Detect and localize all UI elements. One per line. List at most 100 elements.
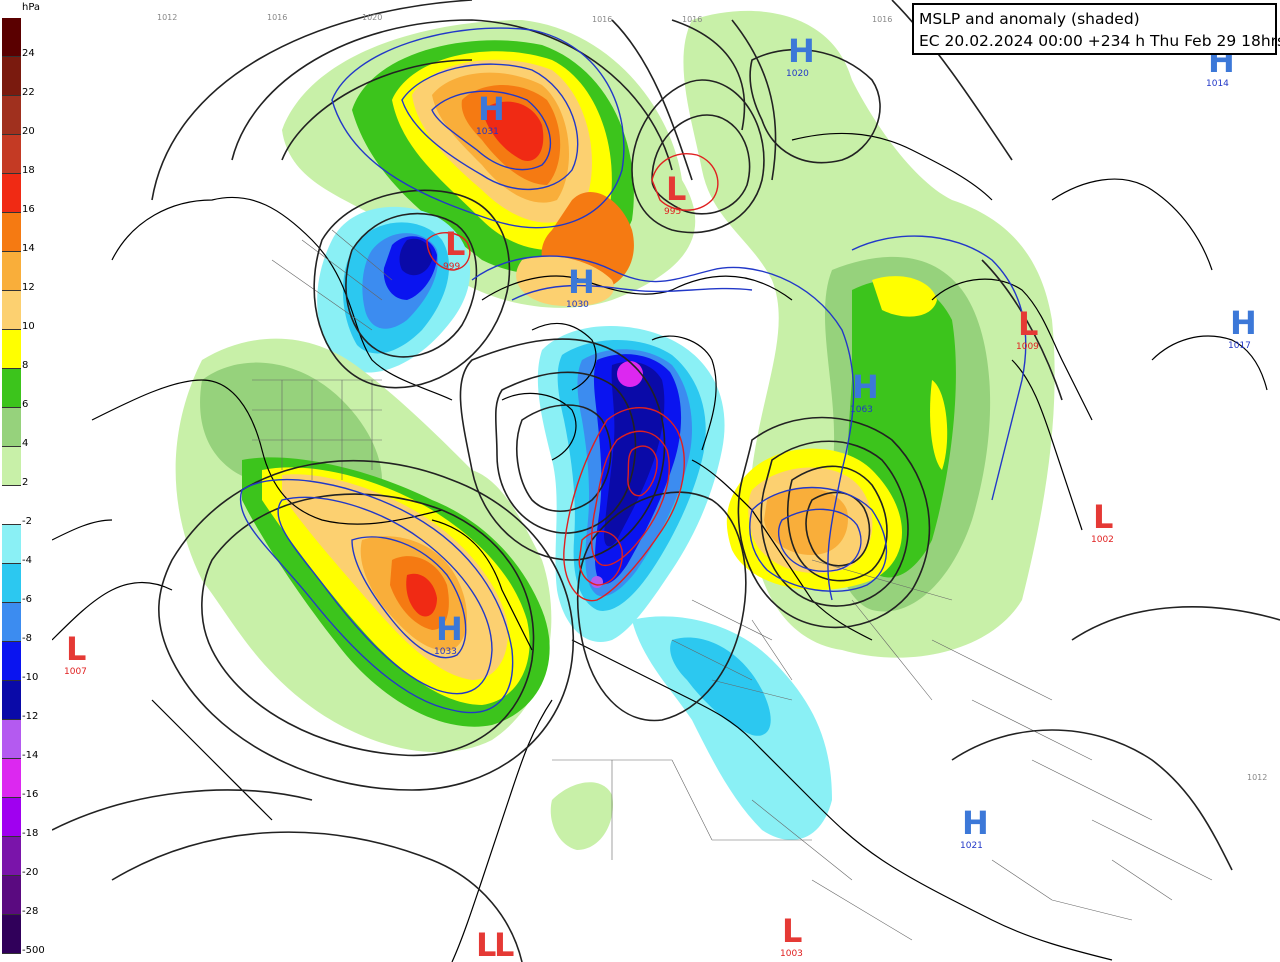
isobar-label: 1016 <box>872 15 892 24</box>
legend-row: -20 <box>0 837 52 878</box>
map-title-box: MSLP and anomaly (shaded) EC 20.02.2024 … <box>912 3 1280 55</box>
legend-label: -500 <box>22 945 45 956</box>
high-pressure-marker: H <box>478 90 505 128</box>
legend-swatch <box>2 525 21 564</box>
isobar-label: 1016 <box>682 15 702 24</box>
legend-swatch <box>2 57 21 96</box>
legend-swatch <box>2 642 21 681</box>
isobar-label: 1012 <box>1247 773 1267 782</box>
legend-label: -28 <box>22 906 39 917</box>
legend-label: 22 <box>22 87 35 98</box>
legend-row: -4 <box>0 525 52 566</box>
legend-swatch <box>2 603 21 642</box>
isobars <box>52 0 1280 962</box>
legend-row: -14 <box>0 720 52 761</box>
legend-row: -6 <box>0 564 52 605</box>
high-pressure-marker: H <box>852 368 879 406</box>
legend-row: 20 <box>0 96 52 137</box>
mslp-map: 1012 1016 1020 1016 1016 1016 1012 H1031… <box>52 0 1280 962</box>
legend-swatch <box>2 720 21 759</box>
high-pressure-marker: H <box>568 263 595 301</box>
legend-swatch <box>2 876 21 915</box>
legend-swatch <box>2 291 21 330</box>
low-pressure-marker: L <box>1018 305 1038 343</box>
low-pressure-marker: L <box>445 225 465 263</box>
pressure-value: 1020 <box>786 69 809 79</box>
legend-swatch <box>2 759 21 798</box>
legend-swatch <box>2 135 21 174</box>
high-pressure-marker: H <box>1230 304 1257 342</box>
legend-swatch <box>2 252 21 291</box>
pressure-value: 1007 <box>64 667 87 677</box>
isobar-label: 1016 <box>592 15 612 24</box>
legend-label: 12 <box>22 282 35 293</box>
legend-label: -14 <box>22 750 39 761</box>
legend-label: -20 <box>22 867 39 878</box>
legend-row: 10 <box>0 291 52 332</box>
legend-row: 16 <box>0 174 52 215</box>
low-pressure-marker: L <box>66 630 86 668</box>
legend-label: -2 <box>22 516 32 527</box>
legend-label: 16 <box>22 204 35 215</box>
pressure-value: 1021 <box>960 841 983 851</box>
legend-unit: hPa <box>22 2 41 13</box>
pressure-value: 1030 <box>566 300 589 310</box>
legend-swatch <box>2 915 21 954</box>
high-pressure-marker: H <box>788 32 815 70</box>
legend-label: 6 <box>22 399 29 410</box>
legend-label: 24 <box>22 48 35 59</box>
color-legend: hPa 24 22 20 18 16 14 12 10 8 6 4 2 -2 -4 -6 -8 -10 -12 -1… <box>0 0 52 962</box>
map-run-info: EC 20.02.2024 00:00 +234 h Thu Feb 29 18… <box>919 32 1280 50</box>
legend-label: -16 <box>22 789 39 800</box>
legend-row: -18 <box>0 798 52 839</box>
legend-label: 8 <box>22 360 29 371</box>
legend-label: 20 <box>22 126 35 137</box>
legend-row: 4 <box>0 408 52 449</box>
low-pressure-marker: L <box>666 170 686 208</box>
legend-label: -10 <box>22 672 39 683</box>
legend-row: -500 <box>0 915 52 956</box>
legend-label: 14 <box>22 243 35 254</box>
legend-label: -12 <box>22 711 39 722</box>
map-area: 1012 1016 1020 1016 1016 1016 1012 H 1031… <box>52 0 1280 962</box>
legend-swatch <box>2 408 21 447</box>
pressure-value: 999 <box>443 262 460 272</box>
legend-label: -18 <box>22 828 39 839</box>
legend-swatch <box>2 174 21 213</box>
legend-row: 14 <box>0 213 52 254</box>
pressure-value: 1063 <box>850 405 873 415</box>
low-pressure-marker: L <box>1093 498 1113 536</box>
low-pressure-marker: L <box>782 912 802 950</box>
coastlines <box>52 132 1268 962</box>
legend-swatch <box>2 486 21 525</box>
legend-swatch <box>2 447 21 486</box>
legend-swatch <box>2 681 21 720</box>
legend-row: -16 <box>0 759 52 800</box>
legend-swatch <box>2 330 21 369</box>
low-pressure-isobars <box>426 153 719 602</box>
high-pressure-marker: H <box>436 610 463 648</box>
legend-row: -28 <box>0 876 52 917</box>
pressure-value: 1003 <box>780 949 803 959</box>
legend-row: -8 <box>0 603 52 644</box>
legend-row: 24 <box>0 18 52 59</box>
pressure-value: 1031 <box>476 127 499 137</box>
legend-row: -2 <box>0 486 52 527</box>
pressure-value: 1033 <box>434 647 457 657</box>
isobar-label: 1020 <box>362 13 382 22</box>
legend-swatch <box>2 564 21 603</box>
legend-row: 8 <box>0 330 52 371</box>
legend-swatch <box>2 213 21 252</box>
legend-row: 2 <box>0 447 52 488</box>
pressure-value: 1009 <box>1016 342 1039 352</box>
legend-swatch <box>2 798 21 837</box>
legend-label: 4 <box>22 438 29 449</box>
legend-row: -12 <box>0 681 52 722</box>
high-pressure-marker: H <box>962 804 989 842</box>
legend-row: 12 <box>0 252 52 293</box>
legend-label: 2 <box>22 477 29 488</box>
anomaly-shading <box>175 10 1055 850</box>
legend-label: -4 <box>22 555 32 566</box>
high-pressure-isobars <box>239 27 1027 714</box>
